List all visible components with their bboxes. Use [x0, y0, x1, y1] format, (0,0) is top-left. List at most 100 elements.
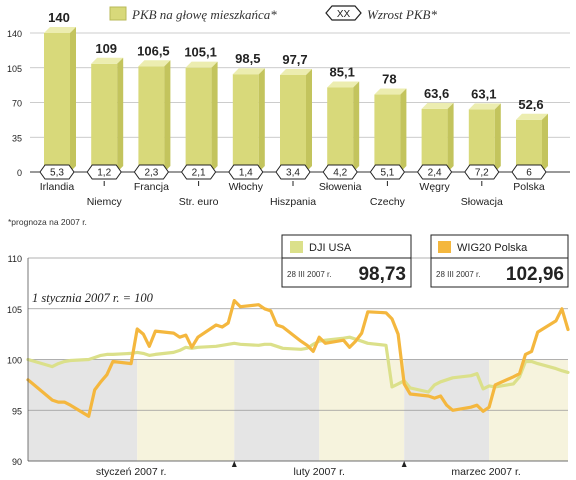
growth-label: 3,4: [286, 168, 300, 179]
bar-side-face: [164, 60, 171, 173]
wig20-box: WIG20 Polska 28 III 2007 r. 102,96: [430, 234, 569, 288]
growth-label: 5,1: [380, 168, 394, 179]
growth-hex: [133, 164, 170, 180]
growth-label: 5,3: [50, 168, 64, 179]
category-label: Str. euro: [179, 196, 219, 208]
category-label: Hiszpania: [270, 196, 316, 208]
dji-last-value: 98,73: [358, 264, 406, 285]
month-divider-tick: [401, 461, 407, 467]
growth-label: 1,4: [239, 168, 253, 179]
bar-side-face: [211, 61, 218, 173]
bar-side-face: [70, 27, 76, 172]
growth-hex: [464, 164, 500, 180]
growth-hex: [416, 164, 453, 180]
legend-label-growth: Wzrost PKB*: [367, 7, 437, 22]
category-label: Włochy: [229, 181, 264, 193]
dji-box: DJI USA 28 III 2007 r. 98,73: [281, 234, 412, 288]
bar-side-face: [353, 81, 360, 172]
bar-y-tick-label: 35: [12, 133, 22, 143]
bar-y-tick-label: 140: [7, 29, 22, 39]
bar-value-label: 109: [95, 41, 117, 56]
bar-value-label: 140: [48, 10, 70, 25]
bar-side-face: [400, 88, 407, 172]
bar-top-face: [44, 27, 76, 33]
growth-label: 4,2: [333, 168, 347, 179]
bar-value-label: 97,7: [282, 52, 307, 67]
growth-hex: [369, 164, 406, 180]
growth-hex: [275, 164, 311, 180]
growth-label: 2,1: [192, 168, 206, 179]
line-series: [26, 298, 570, 418]
bar-value-label: 85,1: [330, 65, 355, 80]
growth-hex: [228, 164, 264, 180]
bar-value-label: 106,5: [137, 43, 170, 58]
wig20-line: [26, 298, 570, 418]
growth-hex: [39, 164, 75, 180]
chart-annotation: 1 stycznia 2007 r. = 100: [32, 291, 154, 305]
bar: [468, 109, 495, 172]
line-y-tick-label: 95: [12, 406, 22, 416]
line-y-tick-label: 110: [8, 254, 22, 264]
bar: [185, 67, 212, 172]
growth-hex: [322, 164, 358, 180]
bar-top-face: [421, 102, 454, 109]
bar: [374, 94, 401, 172]
category-label: Polska: [513, 181, 545, 193]
growth-label: 7,2: [475, 168, 489, 179]
bar-top-face: [185, 61, 218, 68]
growth-label: 6: [526, 168, 532, 179]
bar-side-face: [494, 103, 501, 172]
category-label: Słowacja: [461, 196, 503, 208]
growth-hex: [511, 164, 547, 180]
bar-series: 140 5,3 Irlandia 109 1,2 Niemcy 106,5 2,3 Francj…: [39, 10, 548, 208]
growth-hex: [180, 164, 217, 180]
legend-swatch-gdp: [109, 6, 127, 21]
category-label: Węgry: [419, 181, 450, 193]
bar-y-tick-label: 0: [17, 168, 22, 178]
wig20-swatch: [438, 241, 451, 253]
bar-value-label: 78: [382, 72, 396, 87]
bar-value-label: 52,6: [518, 97, 543, 112]
category-label: Francja: [134, 181, 169, 193]
category-label: Irlandia: [40, 181, 75, 193]
dji-series-name: DJI USA: [309, 242, 352, 254]
line-grid: [28, 257, 568, 462]
legend-hex-label: XX: [337, 9, 351, 20]
bar-top-face: [232, 68, 265, 75]
growth-label: 1,2: [97, 168, 111, 179]
bar-side-face: [306, 68, 312, 172]
dji-date: 28 III 2007 r.: [287, 270, 331, 279]
category-label: Niemcy: [87, 196, 123, 208]
line-y-tick-label: 100: [7, 356, 22, 366]
bar-side-face: [447, 102, 454, 172]
index-line-chart: 90 95 100 105 110 styczeń 2007 r. luty 2007 r.…: [7, 234, 570, 478]
category-label: Czechy: [370, 196, 406, 208]
bar: [421, 108, 448, 172]
legend-label-gdp: PKB na głowę mieszkańca*: [131, 7, 277, 22]
bar-top-face: [91, 57, 124, 64]
line-y-tick-label: 105: [7, 305, 22, 315]
bar-top-face: [516, 113, 548, 120]
month-label: marzec 2007 r.: [451, 466, 520, 478]
bar-y-tick-label: 70: [12, 99, 22, 109]
bar-value-label: 63,1: [471, 86, 496, 101]
legend-hex-marker: [325, 5, 362, 21]
bar-legend: PKB na głowę mieszkańca* XX Wzrost PKB*: [109, 5, 437, 22]
month-label: luty 2007 r.: [294, 466, 345, 478]
bar: [91, 63, 118, 172]
bar-value-label: 63,6: [424, 86, 449, 101]
bar-side-face: [117, 57, 124, 172]
month-label: styczeń 2007 r.: [96, 466, 167, 478]
wig20-series-name: WIG20 Polska: [457, 242, 528, 254]
month-divider-tick: [231, 461, 237, 467]
bar-value-label: 105,1: [184, 45, 217, 60]
bar: [44, 33, 70, 172]
bar-top-face: [327, 81, 360, 88]
category-label: Słowenia: [319, 181, 362, 193]
dji-swatch: [290, 241, 303, 253]
wig20-date: 28 III 2007 r.: [436, 270, 480, 279]
line-axes: 90 95 100 105 110 styczeń 2007 r. luty 2007 r.…: [7, 254, 568, 478]
bar-y-tick-label: 105: [7, 64, 22, 74]
bar: [138, 66, 165, 172]
line-y-tick-label: 90: [12, 457, 22, 467]
